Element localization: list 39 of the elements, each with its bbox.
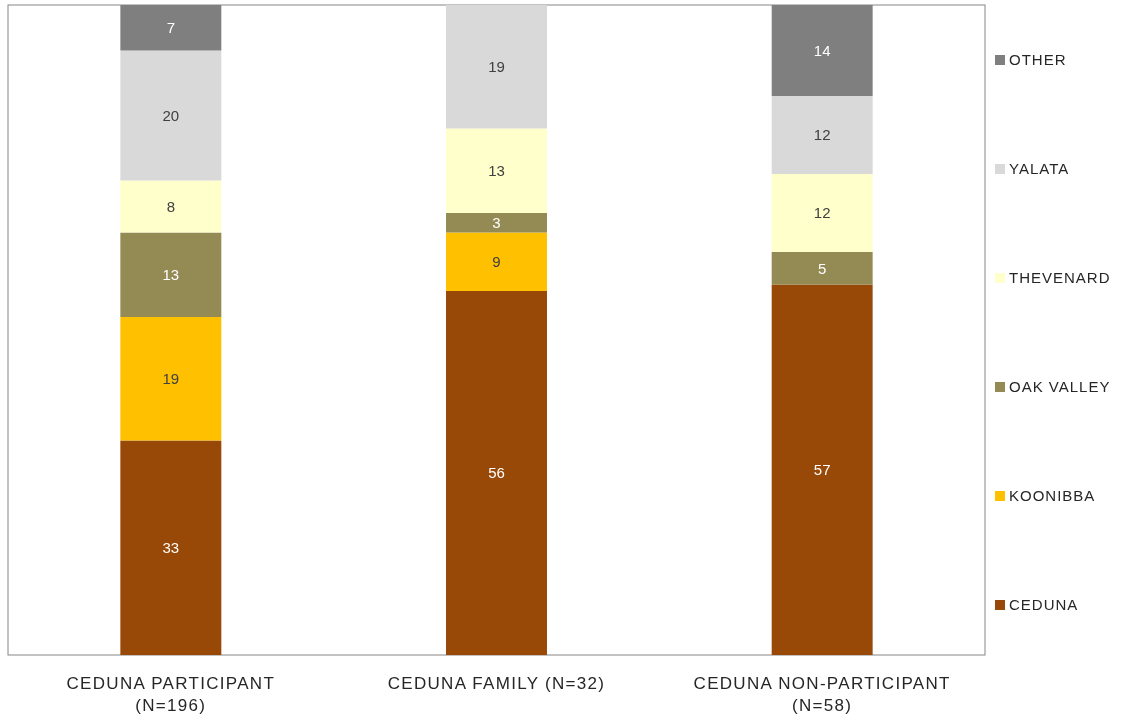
data-label: 8 bbox=[166, 197, 176, 215]
bar bbox=[771, 174, 873, 252]
bar bbox=[771, 252, 873, 285]
bar bbox=[120, 440, 222, 655]
data-label: 9 bbox=[492, 253, 501, 270]
data-label: 13 bbox=[162, 266, 180, 283]
data-label: 14 bbox=[813, 41, 831, 59]
legend-label: YALATA bbox=[1009, 160, 1070, 178]
bar bbox=[446, 291, 547, 655]
data-label: 12 bbox=[813, 126, 831, 144]
x-tick-label: CEDUNA PARTICIPANT (N=196) bbox=[66, 674, 276, 715]
data-label: 20 bbox=[162, 106, 180, 124]
bar bbox=[120, 317, 222, 441]
data-label: 33 bbox=[162, 539, 180, 556]
data-label: 57 bbox=[813, 461, 831, 478]
legend-label: CEDUNA bbox=[1009, 596, 1079, 614]
legend-label: OAK VALLEY bbox=[1009, 378, 1111, 396]
bar bbox=[120, 232, 222, 317]
legend-label: OTHER bbox=[1009, 51, 1067, 69]
bar bbox=[771, 284, 873, 655]
bar bbox=[446, 5, 547, 129]
legend-label: THEVENARD bbox=[1009, 269, 1111, 287]
bar bbox=[446, 128, 547, 213]
bar bbox=[771, 96, 873, 174]
legend-label: KOONIBBA bbox=[1009, 487, 1096, 505]
data-label: 12 bbox=[813, 204, 831, 222]
data-label: 7 bbox=[166, 19, 176, 36]
bar bbox=[120, 50, 222, 181]
x-tick-label: CEDUNA FAMILY (N=32) bbox=[387, 674, 606, 693]
data-label: 13 bbox=[488, 162, 505, 179]
x-tick-label: CEDUNA NON-PARTICIPANT (N=58) bbox=[693, 674, 951, 715]
bar bbox=[446, 213, 547, 233]
data-label: 3 bbox=[492, 214, 501, 231]
bar bbox=[120, 180, 222, 233]
bar bbox=[446, 232, 547, 291]
data-label: 19 bbox=[488, 58, 505, 75]
data-label: 19 bbox=[162, 370, 180, 387]
data-label: 5 bbox=[817, 259, 827, 277]
data-label: 56 bbox=[488, 464, 505, 482]
